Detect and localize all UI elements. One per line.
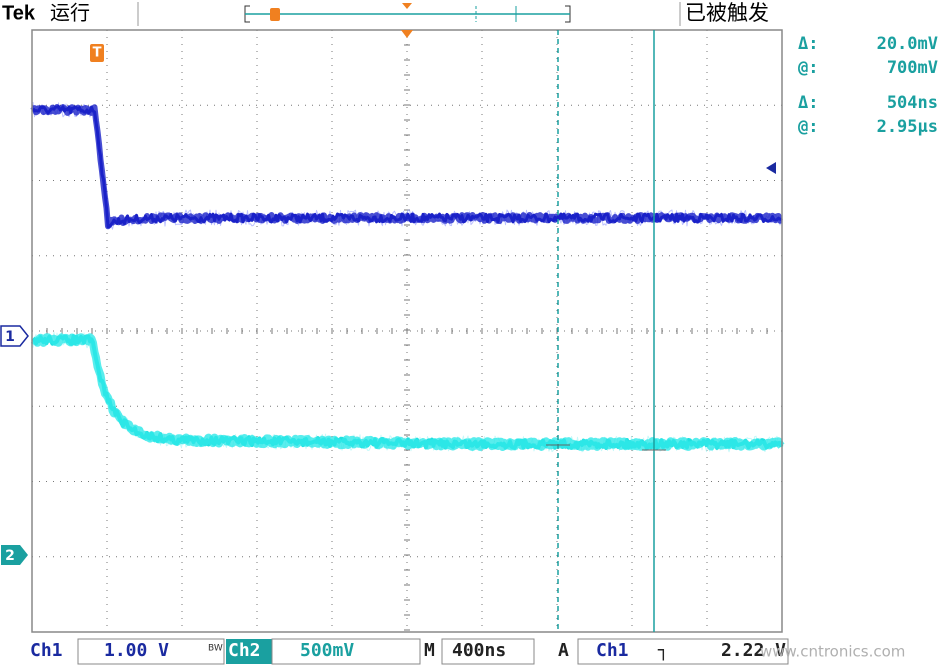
readout-value: 20.0mV bbox=[877, 34, 938, 54]
trigger-marker bbox=[90, 44, 104, 62]
trigger-slope: ┐ bbox=[657, 640, 669, 661]
ch2-label-box bbox=[226, 639, 272, 664]
waveform-trace bbox=[30, 104, 783, 230]
ch1-marker-label: 1 bbox=[5, 329, 15, 345]
bw-limit: BW bbox=[208, 644, 223, 654]
ch1-level-arrow bbox=[766, 162, 776, 174]
time-label: M bbox=[424, 640, 435, 661]
brand: Tek bbox=[2, 2, 36, 24]
trigger-level: 2.22 V bbox=[721, 640, 786, 661]
run-status: 运行 bbox=[50, 1, 90, 25]
waveform-trace bbox=[31, 104, 782, 229]
ch2-marker-label: 2 bbox=[5, 548, 15, 564]
trigger-state: 已被触发 bbox=[685, 1, 769, 25]
trigger-source: Ch1 bbox=[596, 640, 629, 661]
ch1-marker bbox=[0, 325, 29, 347]
time-box bbox=[441, 638, 535, 665]
trigger-position bbox=[402, 3, 412, 9]
ch2-marker bbox=[1, 545, 28, 565]
readout-symbol: Δ: bbox=[798, 34, 818, 54]
readout-value: 2.95µs bbox=[877, 117, 938, 137]
waveforms bbox=[30, 101, 785, 453]
ch1-scale-box bbox=[77, 638, 225, 665]
readout-value: 504ns bbox=[887, 93, 938, 113]
acq-mode: A bbox=[558, 640, 569, 661]
ch1-scale: 1.00 V bbox=[104, 640, 169, 661]
record-trigger bbox=[270, 8, 280, 21]
readout-symbol: Δ: bbox=[798, 93, 818, 113]
waveform-trace bbox=[30, 333, 785, 451]
readout-symbol: @: bbox=[798, 117, 818, 137]
ch2-label: Ch2 bbox=[228, 640, 261, 661]
trigger-position bbox=[401, 30, 413, 38]
ch1-label: Ch1 bbox=[30, 640, 63, 661]
ch2-scale: 500mV bbox=[300, 640, 354, 661]
readout-value: 700mV bbox=[887, 58, 938, 78]
readout-symbol: @: bbox=[798, 58, 818, 78]
watermark: www.cntronics.com bbox=[760, 643, 905, 661]
trigger-marker-label: T bbox=[93, 46, 102, 61]
graticule bbox=[31, 29, 783, 632]
trigger-box bbox=[577, 638, 789, 665]
time-scale: 400ns bbox=[452, 640, 506, 661]
ch2-scale-box bbox=[271, 638, 421, 665]
